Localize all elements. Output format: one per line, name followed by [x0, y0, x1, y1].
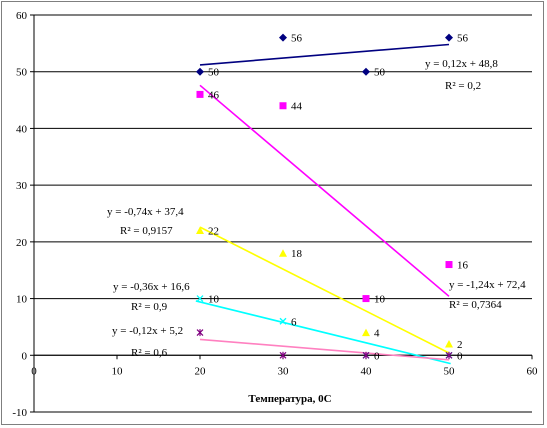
data-label-series-2-2: 44 — [291, 101, 303, 113]
data-label-series-4-3: 0 — [374, 350, 380, 362]
x-tick-label-10: 10 — [112, 365, 124, 377]
trendline-series-4 — [195, 300, 451, 365]
point-series-3-2 — [279, 249, 287, 257]
trend-equation-series-1: y = 0,12x + 48,8 — [425, 58, 498, 70]
point-series-4-2-b — [279, 317, 287, 325]
point-series-2-3 — [362, 295, 370, 303]
trendlines — [195, 43, 451, 365]
y-tick-label-60: 60 — [16, 10, 28, 22]
trend-r2-series-1: R² = 0,2 — [445, 80, 481, 92]
trend-equation-series-4: y = -0,36x + 16,6 — [113, 281, 190, 293]
y-tick-label-0: 0 — [22, 350, 28, 362]
y-tick-label-20: 20 — [16, 237, 28, 249]
y-tick-label-30: 30 — [16, 180, 28, 192]
point-series-2-1 — [196, 90, 204, 98]
data-label-series-4-1: 10 — [208, 294, 220, 306]
data-label-series-2-3: 10 — [374, 294, 386, 306]
data-label-series-4-4: 0 — [457, 350, 463, 362]
trend-r2-series-4: R² = 0,9 — [131, 301, 168, 313]
point-series-1-1 — [196, 67, 204, 76]
y-tick-label-40: 40 — [16, 123, 28, 135]
data-label-series-3-3: 4 — [374, 328, 380, 340]
data-label-series-2-4: 16 — [457, 260, 469, 272]
point-series-5-4 — [445, 351, 453, 359]
x-tick-label-60: 60 — [527, 365, 539, 377]
data-label-series-1-3: 50 — [374, 67, 386, 79]
data-label-series-3-4: 2 — [457, 339, 463, 351]
y-tick-label-10: 10 — [16, 294, 28, 306]
trendline-series-2 — [199, 84, 450, 297]
data-label-series-4-2: 6 — [291, 316, 297, 328]
data-label-series-1-2: 56 — [291, 33, 303, 45]
point-series-3-1 — [196, 226, 204, 235]
trend-equations: y = 0,12x + 48,8 R² = 0,2 y = -1,24x + 72,… — [107, 58, 526, 359]
trend-equation-series-3: y = -0,74x + 37,4 — [107, 206, 184, 218]
x-tick-label-30: 30 — [278, 365, 290, 377]
point-series-4-2 — [279, 317, 287, 325]
point-series-5-2 — [279, 351, 287, 359]
data-points — [196, 33, 453, 359]
point-series-1-4 — [445, 33, 453, 42]
data-label-series-1-1: 50 — [208, 67, 220, 79]
x-tick-label-50: 50 — [444, 365, 456, 377]
point-series-1-2 — [279, 33, 287, 42]
x-tick-label-40: 40 — [361, 365, 373, 377]
point-series-3-4 — [445, 339, 453, 348]
trendline-series-5 — [199, 338, 450, 361]
point-series-2-2 — [279, 102, 287, 110]
trend-equation-series-2: y = -1,24x + 72,4 — [449, 279, 526, 291]
trend-equation-series-5: y = -0,12x + 5,2 — [112, 325, 183, 337]
trendline-series-1 — [199, 43, 450, 66]
y-tick-label--10: -10 — [12, 407, 27, 419]
trend-r2-series-2: R² = 0,7364 — [449, 299, 502, 311]
point-series-4-1 — [196, 295, 204, 303]
data-labels: 50 56 50 56 46 44 10 16 22 18 4 2 10 6 0 0 — [208, 33, 469, 363]
x-tick-label-20: 20 — [195, 365, 207, 377]
data-label-series-3-2: 18 — [291, 248, 303, 260]
trend-r2-series-3: R² = 0,9157 — [120, 225, 173, 237]
y-tick-label-50: 50 — [16, 67, 28, 79]
point-series-2-4 — [445, 261, 453, 269]
x-axis-label: Температура, 0С — [248, 393, 331, 405]
data-label-series-2-1: 46 — [208, 89, 220, 101]
data-label-series-3-1: 22 — [208, 226, 219, 238]
point-series-4-1-b — [196, 295, 204, 303]
point-series-5-3 — [362, 351, 370, 359]
data-label-series-1-4: 56 — [457, 33, 469, 45]
trend-r2-series-5: R² = 0,6 — [131, 347, 168, 359]
point-series-1-3 — [362, 67, 370, 76]
point-series-3-3 — [362, 328, 370, 337]
trendline-series-3 — [199, 226, 450, 354]
point-series-5-1 — [196, 329, 204, 337]
x-tick-label-0: 0 — [31, 365, 37, 377]
